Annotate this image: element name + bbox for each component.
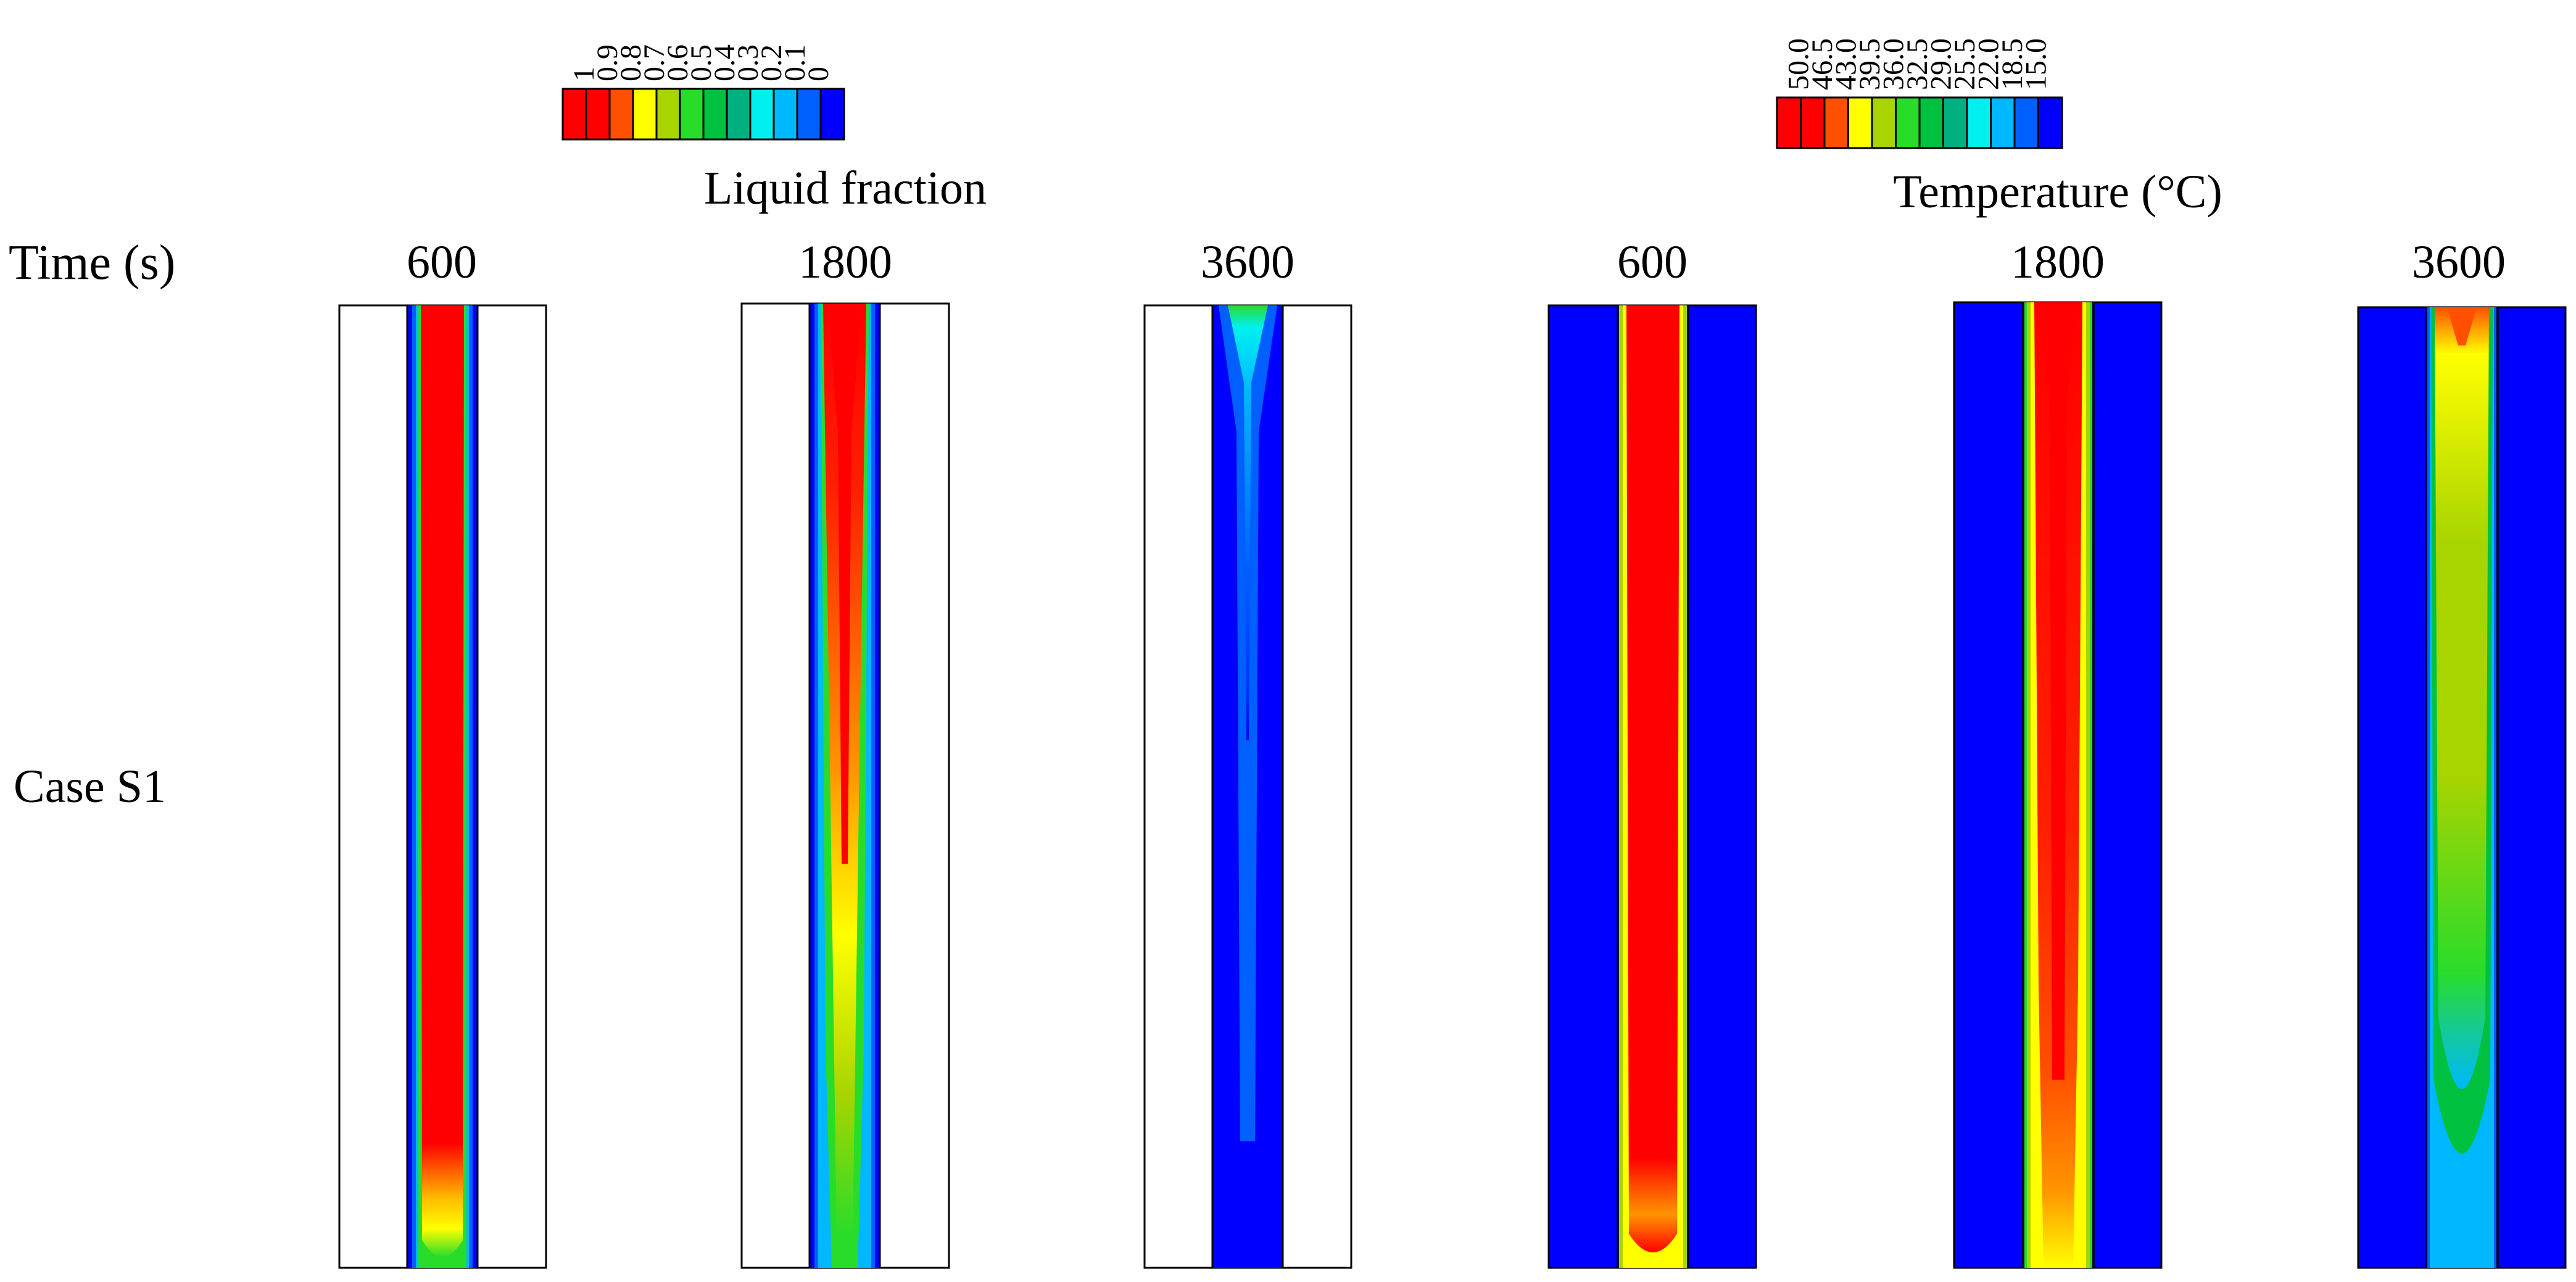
legend-swatch [1800, 96, 1826, 149]
panel-time-label: 600 [1617, 236, 1688, 288]
legend-color-bar [561, 88, 845, 141]
legend-title: Liquid fraction [704, 162, 987, 214]
legend-swatch [1776, 96, 1802, 149]
contour-panel-liquid-fraction-1800 [740, 302, 950, 1269]
panel-time-label: 3600 [1201, 236, 1294, 288]
legend-swatch [1895, 96, 1921, 149]
legend-temperature: 50.046.543.039.536.032.529.025.522.018.5… [1776, 38, 2222, 218]
legend-tick-label: 15.0 [2020, 38, 2053, 90]
legend-tick-label: 32.5 [1901, 38, 1934, 90]
legend-tick-label: 0.3 [732, 44, 764, 81]
legend-tick-labels: 50.046.543.039.536.032.529.025.522.018.5… [1783, 38, 2053, 90]
legend-swatch [1966, 96, 1992, 149]
legend-tick-label: 0.8 [615, 44, 647, 81]
legend-tick-label: 46.5 [1806, 38, 1839, 90]
legend-tick-label: 1 [568, 67, 600, 81]
legend-tick-labels: 10.90.80.70.60.50.40.30.20.10 [568, 44, 835, 81]
legend-tick-label: 0.7 [638, 44, 671, 81]
legend-swatch [819, 88, 845, 141]
panel-time-label: 600 [407, 236, 477, 288]
legend-tick-label: 50.0 [1783, 38, 1815, 90]
legend-swatch [608, 88, 634, 141]
legend-swatch [561, 88, 587, 141]
legend-tick-label: 29.0 [1925, 38, 1958, 90]
legend-swatch [796, 88, 822, 141]
legend-tick-label: 0.4 [708, 44, 741, 81]
legend-tick-label: 36.0 [1878, 38, 1910, 90]
legend-swatch [2013, 96, 2039, 149]
legend-swatch [2037, 96, 2063, 149]
legend-title: Temperature (°C) [1893, 166, 2222, 218]
panel-time-label: 3600 [2412, 236, 2506, 288]
legend-swatch [702, 88, 728, 141]
legend-tick-label: 0 [802, 67, 835, 81]
legend-tick-label: 0.1 [779, 44, 811, 81]
contour-panel-temperature-1800 [1953, 301, 2163, 1269]
contour-panel-temperature-3600 [2357, 306, 2567, 1269]
legend-swatch [679, 88, 705, 141]
legend-tick-label: 18.5 [1996, 38, 2029, 90]
legend-swatch [726, 88, 752, 141]
legend-swatch [632, 88, 658, 141]
legend-tick-label: 0.5 [685, 44, 718, 81]
legend-swatch [585, 88, 611, 141]
legend-swatch [1847, 96, 1873, 149]
legend-tick-label: 39.5 [1853, 38, 1886, 90]
legend-color-bar [1776, 96, 2063, 149]
legend-swatch [1823, 96, 1849, 149]
legend-swatch [1990, 96, 2016, 149]
contour-panel-liquid-fraction-600 [338, 304, 547, 1269]
row-label: Case S1 [14, 761, 166, 813]
legend-swatch [655, 88, 681, 141]
legend-tick-label: 0.9 [591, 44, 624, 81]
legend-tick-label: 22.0 [1973, 38, 2005, 90]
legend-tick-label: 25.5 [1949, 38, 1981, 90]
legend-swatch [1918, 96, 1944, 149]
legend-swatch [1942, 96, 1968, 149]
contour-panel-temperature-600 [1547, 304, 1757, 1269]
contour-panel-liquid-fraction-3600 [1143, 304, 1352, 1269]
legend-tick-label: 0.2 [755, 44, 788, 81]
legend-liquid-fraction: 10.90.80.70.60.50.40.30.20.10 Liquid fra… [561, 44, 987, 214]
panel-time-label: 1800 [2011, 236, 2105, 288]
legend-swatch [772, 88, 798, 141]
row-header: Time (s) [9, 236, 175, 290]
legend-swatch [749, 88, 775, 141]
legend-tick-label: 0.6 [661, 44, 694, 81]
panel-time-label: 1800 [798, 236, 892, 288]
legend-tick-label: 43.0 [1830, 38, 1863, 90]
legend-swatch [1871, 96, 1897, 149]
